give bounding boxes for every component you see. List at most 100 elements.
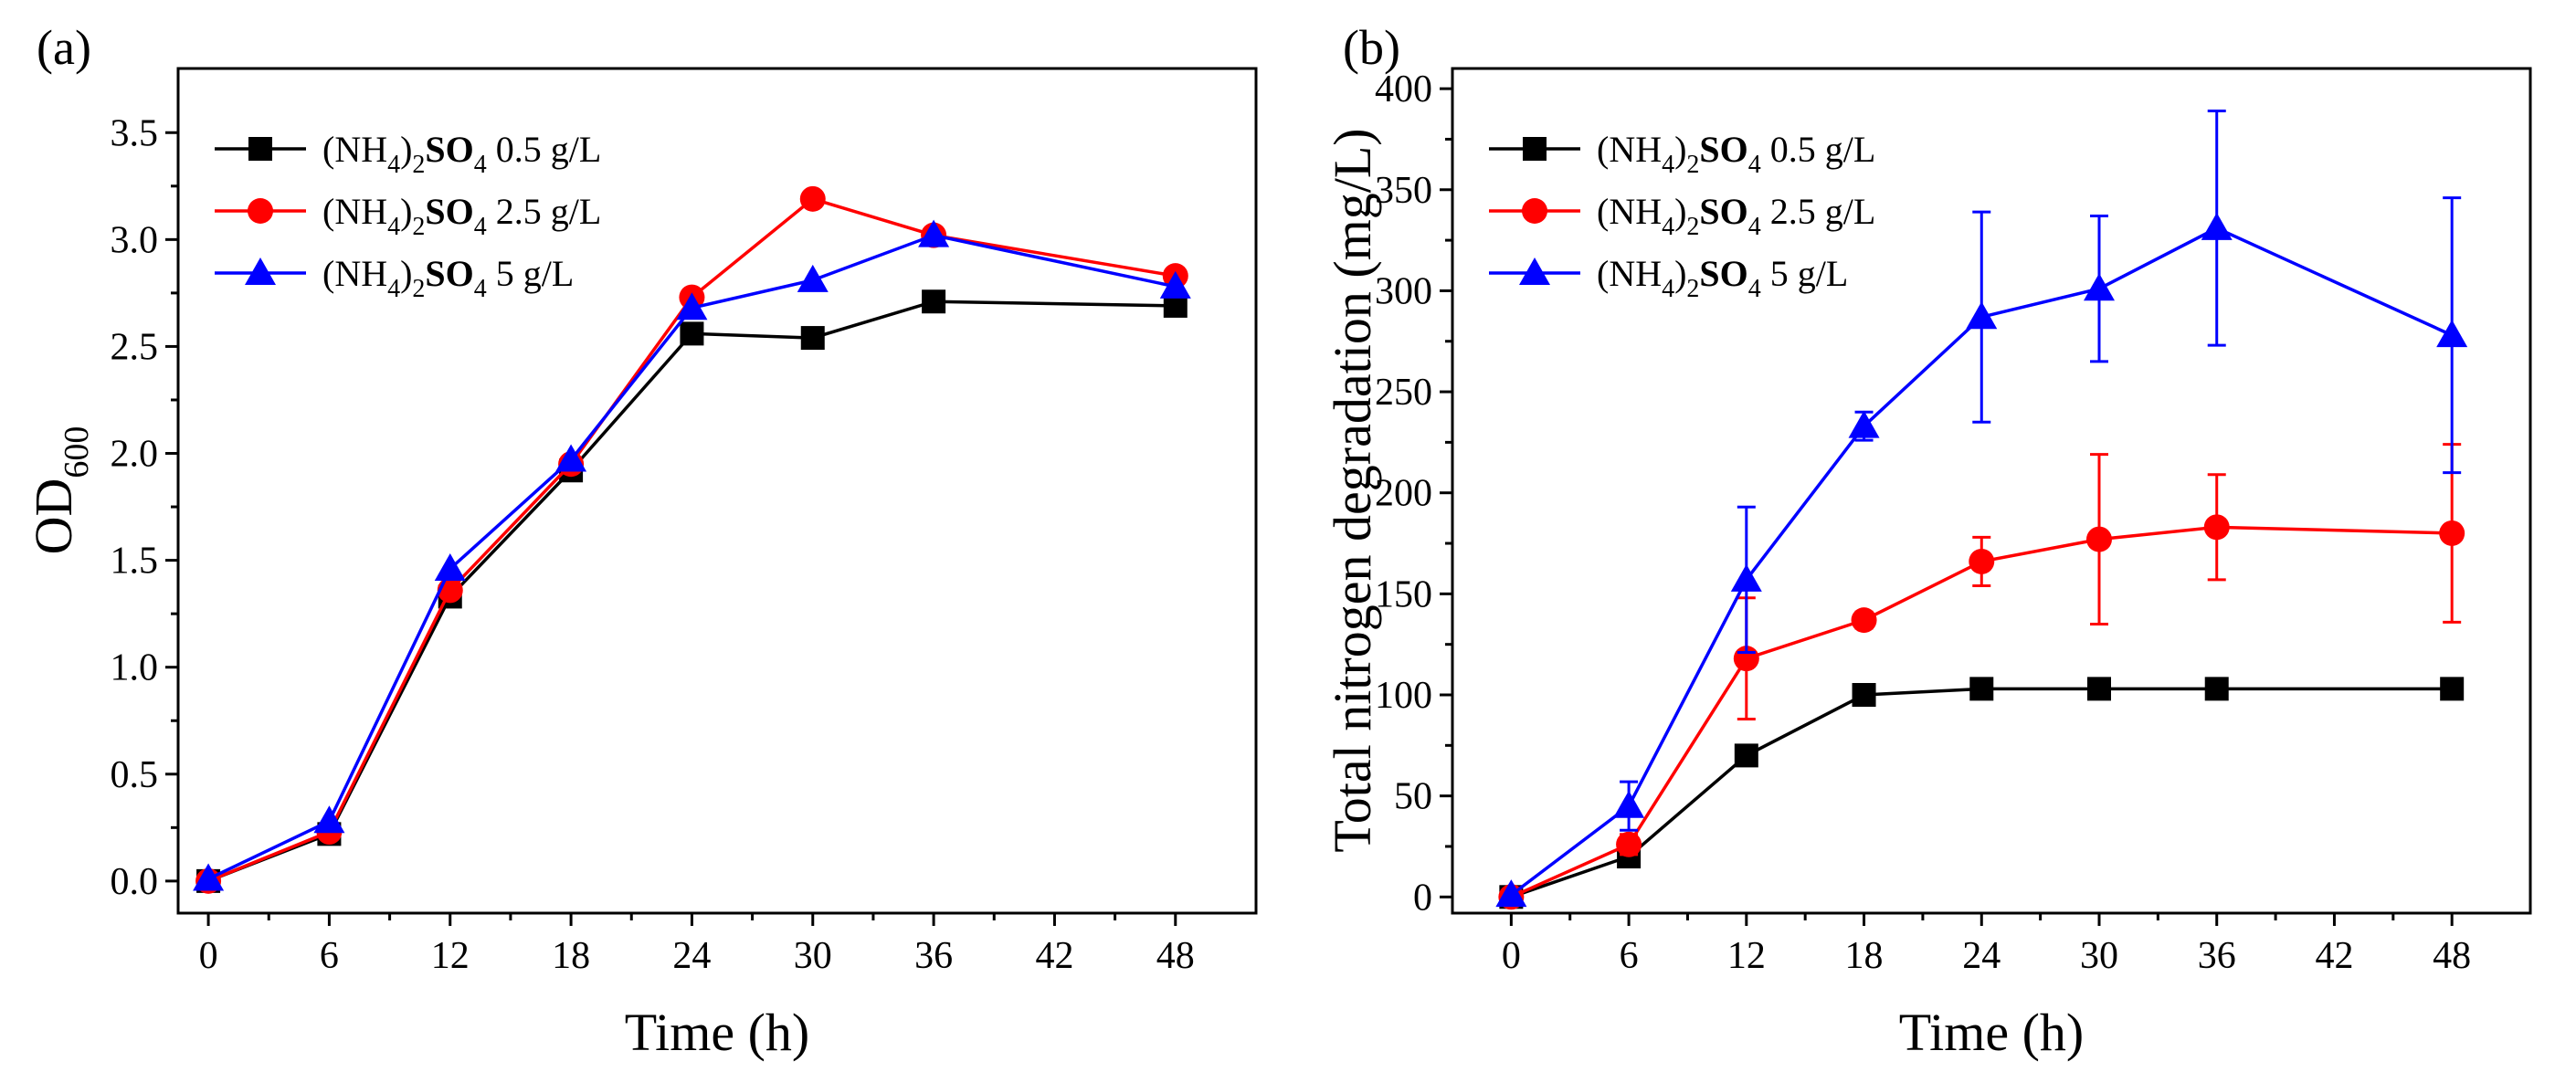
x-tick-label: 0 (199, 935, 218, 977)
x-tick-label: 36 (2198, 935, 2236, 977)
legend-label-part: 5 g/L (487, 253, 575, 294)
legend-label-sub: 4 (387, 275, 400, 303)
legend-label-part: (NH (1597, 253, 1662, 294)
legend-item: (NH4)2SO4 0.5 g/L (215, 129, 601, 179)
y-tick-label: 3.5 (111, 112, 159, 154)
legend-item: (NH4)2SO4 5 g/L (1489, 253, 1848, 303)
legend-label-sub: 4 (474, 213, 487, 241)
data-point (1848, 410, 1880, 438)
legend-label-part: 0.5 g/L (487, 129, 602, 170)
y-axis-label-main: Total nitrogen degradation (mg/L) (1323, 128, 1382, 852)
legend-label: (NH4)2SO4 5 g/L (322, 253, 574, 303)
x-tick-label: 30 (2080, 935, 2118, 977)
legend-label-part: (NH (322, 129, 387, 170)
x-tick-label: 24 (672, 935, 711, 977)
x-axis-label: Time (h) (1899, 1003, 2085, 1062)
legend-swatch-marker (245, 257, 276, 285)
series-2 (193, 219, 1191, 891)
data-point (2203, 514, 2230, 541)
legend-label-part: ) (1674, 129, 1686, 170)
legend-label-sub: 2 (1686, 151, 1699, 179)
legend-item: (NH4)2SO4 2.5 g/L (215, 191, 601, 241)
legend-label-bold: SO (425, 253, 473, 294)
x-tick-label: 6 (320, 935, 339, 977)
x-tick-label: 42 (1035, 935, 1073, 977)
data-point (800, 326, 825, 351)
series-line (207, 233, 1177, 881)
series-line (207, 196, 1177, 883)
series-line (207, 300, 1176, 883)
legend-swatch-marker (1522, 198, 1547, 224)
data-point (1969, 548, 1995, 574)
legend-label: (NH4)2SO4 0.5 g/L (322, 129, 601, 179)
legend-label-part: ) (1674, 191, 1686, 232)
legend: (NH4)2SO4 0.5 g/L(NH4)2SO4 2.5 g/L(NH4)2… (215, 129, 601, 303)
series-2 (1495, 109, 2468, 908)
legend: (NH4)2SO4 0.5 g/L(NH4)2SO4 2.5 g/L(NH4)2… (1489, 129, 1875, 303)
series-line (1510, 687, 2453, 899)
x-tick-label: 6 (1620, 935, 1639, 977)
data-point (2439, 520, 2465, 546)
plot-frame (176, 67, 1258, 915)
legend-label-sub: 4 (1748, 151, 1761, 179)
y-tick-label: 1.5 (111, 541, 159, 583)
legend-swatch-marker (1519, 257, 1550, 285)
x-tick-label: 36 (914, 935, 953, 977)
legend-label-sub: 4 (1748, 213, 1761, 241)
y-tick-label: 1.0 (111, 647, 159, 689)
legend-label-sub: 2 (1686, 275, 1699, 303)
data-point (2436, 320, 2468, 348)
legend-swatch-marker (1523, 137, 1547, 161)
legend-label-sub: 4 (474, 275, 487, 303)
series-line (1510, 226, 2453, 897)
y-axis-label: Total nitrogen degradation (mg/L) (1323, 128, 1382, 852)
y-tick-label: 2.5 (111, 326, 159, 368)
legend-label-part: 2.5 g/L (1761, 191, 1876, 232)
data-point (2087, 677, 2111, 701)
legend-label-sub: 2 (412, 213, 425, 241)
legend-label-part: (NH (322, 253, 387, 294)
legend-label-sub: 4 (1662, 151, 1674, 179)
data-point (1852, 683, 1876, 708)
legend-label-part: ) (400, 129, 412, 170)
data-point (680, 321, 704, 346)
data-point (2440, 677, 2465, 701)
data-point (2201, 212, 2233, 240)
y-tick-label: 50 (1394, 776, 1432, 818)
legend-label-sub: 4 (1748, 275, 1761, 303)
data-point (1851, 607, 1877, 634)
x-tick-label: 18 (1845, 935, 1884, 977)
legend-item: (NH4)2SO4 0.5 g/L (1489, 129, 1875, 179)
data-point (434, 552, 466, 581)
legend-label-part: (NH (1597, 129, 1662, 170)
data-point (2204, 677, 2229, 701)
y-tick-label: 100 (1375, 675, 1432, 717)
data-point (1613, 790, 1645, 818)
data-point (922, 289, 946, 314)
data-point (2084, 273, 2115, 301)
data-point (1495, 879, 1527, 908)
y-axis-label: OD600 (24, 426, 96, 555)
legend-label-part: (NH (1597, 191, 1662, 232)
x-tick-label: 24 (1962, 935, 2001, 977)
chart-panel-a: (a)0 6 12 18 24 30 36 42 480.00.51.01.52.02.53.0… (24, 20, 1258, 1062)
y-axis-label-main: OD (24, 478, 83, 555)
data-point (193, 863, 225, 891)
y-tick-label: 250 (1375, 372, 1432, 414)
data-point (313, 805, 345, 834)
legend-label-bold: SO (1699, 129, 1747, 170)
x-tick-label: 0 (1502, 935, 1521, 977)
y-tick-label: 0.5 (111, 754, 159, 796)
x-tick-label: 48 (1156, 935, 1195, 977)
legend-label-sub: 4 (387, 151, 400, 179)
data-point (1966, 301, 1998, 330)
data-point (918, 219, 950, 247)
legend-label-sub: 4 (474, 151, 487, 179)
data-point (2086, 526, 2112, 552)
legend-label-sub: 2 (412, 151, 425, 179)
legend-label-sub: 2 (1686, 213, 1699, 241)
chart-panel-b: (b)0 6 12 18 24 30 36 42 48050100150200250300350… (1323, 20, 2532, 1062)
data-point (797, 264, 829, 292)
legend-label-bold: SO (1699, 191, 1747, 232)
